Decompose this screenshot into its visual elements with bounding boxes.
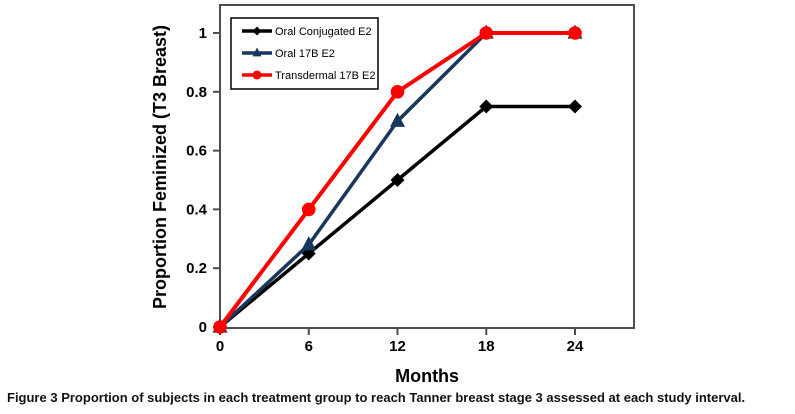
series-marker-oral-conjugated-e2 [479,99,494,114]
x-tick-label: 18 [478,338,495,355]
y-tick-label: 1 [199,25,207,42]
legend-label: Transdermal 17B E2 [275,70,375,82]
y-tick-label: 0.6 [186,143,207,160]
series-marker-oral-17b-e2 [301,236,317,251]
series-marker-oral-17b-e2 [390,112,405,127]
legend-sample-marker [252,26,262,36]
figure-caption-text: Proportion of subjects in each treatment… [61,390,746,405]
series-marker-transdermal-17b-e2 [568,26,582,40]
x-tick-label: 24 [567,338,584,355]
x-tick-label: 0 [216,338,224,355]
y-tick-label: 0.8 [186,84,207,101]
series-marker-transdermal-17b-e2 [390,85,405,99]
legend-label: Oral Conjugated E2 [275,26,372,38]
y-tick-label: 0 [199,319,207,336]
series-marker-transdermal-17b-e2 [479,26,494,40]
x-tick-label: 12 [389,338,406,355]
plot-frame [219,4,635,329]
series-marker-transdermal-17b-e2 [213,320,227,334]
line-chart: 0 0.2 0.4 0.6 0.8 1 0 6 12 18 24 Oral Conjugated E2… [150,4,635,386]
x-axis-title: Months [395,366,459,386]
figure-caption-label: Figure 3 [7,390,58,405]
y-tick-label: 0.4 [186,201,208,218]
x-tick-label: 6 [305,338,313,355]
legend-label: Oral 17B E2 [275,48,335,60]
y-axis-title: Proportion Feminized (T3 Breast) [150,25,170,309]
series-marker-transdermal-17b-e2 [301,202,316,217]
legend-sample-marker [252,70,262,80]
series-marker-oral-conjugated-e2 [568,99,582,114]
series-line-oral-conjugated-e2 [218,104,575,329]
series-marker-oral-conjugated-e2 [390,173,405,187]
y-tick-label: 0.2 [186,260,207,277]
figure-caption: Figure 3 Proportion of subjects in each … [7,390,789,406]
legend-sample-marker [252,47,262,57]
